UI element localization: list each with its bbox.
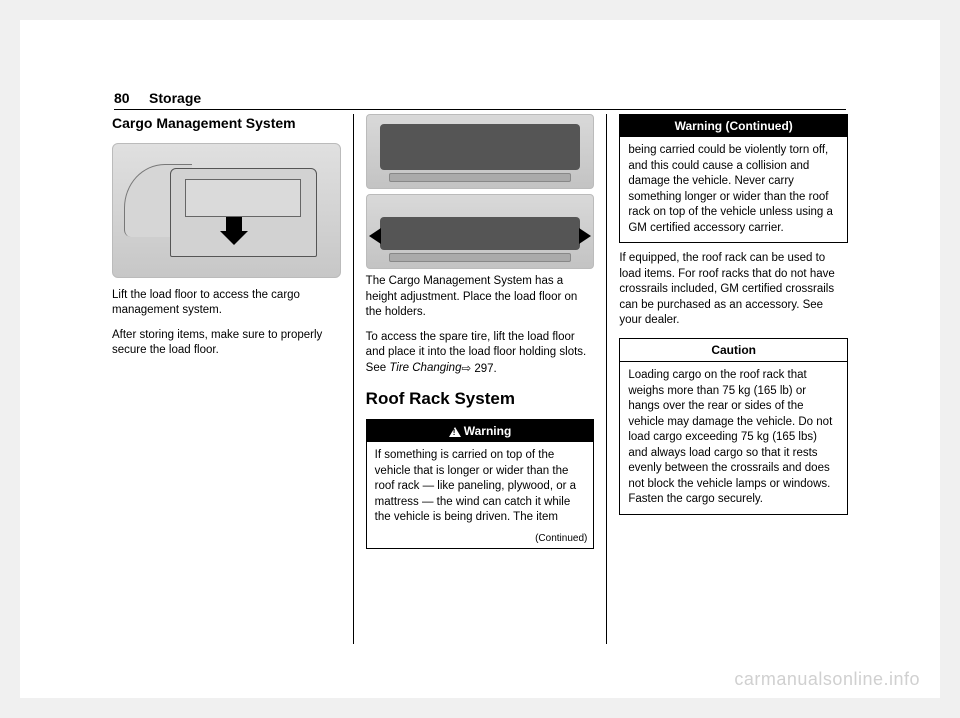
arrow-right-icon <box>579 228 591 244</box>
column-3: Warning (Continued) being carried could … <box>606 114 860 644</box>
paragraph: After storing items, make sure to proper… <box>112 328 341 359</box>
warning-header: Warning <box>367 420 594 442</box>
cross-reference: Tire Changing <box>389 362 461 374</box>
paragraph: To access the spare tire, lift the load … <box>366 330 595 377</box>
warning-continued-box: Warning (Continued) being carried could … <box>619 114 848 243</box>
warning-body: If something is carried on top of the ve… <box>367 442 594 532</box>
paragraph: The Cargo Management System has a height… <box>366 274 595 321</box>
content-columns: Cargo Management System Lift the load fl… <box>100 114 860 644</box>
paragraph: If equipped, the roof rack can be used t… <box>619 251 848 329</box>
illustration-floor-high <box>366 114 595 189</box>
warning-continued-header: Warning (Continued) <box>620 115 847 137</box>
column-2: The Cargo Management System has a height… <box>353 114 607 644</box>
xref-page: ⇨ 297. <box>461 362 496 378</box>
caution-header: Caution <box>620 339 847 362</box>
watermark: carmanualsonline.info <box>734 669 920 690</box>
arrow-left-icon <box>369 228 381 244</box>
illustration-cargo-rear <box>112 143 341 278</box>
caution-box: Caution Loading cargo on the roof rack t… <box>619 338 848 515</box>
paragraph: Lift the load floor to access the cargo … <box>112 288 341 319</box>
chapter-title: Storage <box>149 90 201 106</box>
heading-cargo-mgmt: Cargo Management System <box>112 114 341 133</box>
caution-body: Loading cargo on the roof rack that weig… <box>620 362 847 514</box>
column-1: Cargo Management System Lift the load fl… <box>100 114 353 644</box>
page-header: 80 Storage <box>114 90 846 110</box>
warning-title: Warning <box>464 424 512 438</box>
warning-box: Warning If something is carried on top o… <box>366 419 595 549</box>
illustration-floor-low <box>366 194 595 269</box>
warning-continued-body: being carried could be violently torn of… <box>620 137 847 242</box>
arrow-down-icon <box>226 217 242 233</box>
warning-triangle-icon <box>449 427 461 437</box>
page-number: 80 <box>114 90 130 106</box>
heading-roof-rack: Roof Rack System <box>366 388 595 411</box>
continued-label: (Continued) <box>367 532 594 549</box>
manual-page: 80 Storage Cargo Management System Lift … <box>20 20 940 698</box>
